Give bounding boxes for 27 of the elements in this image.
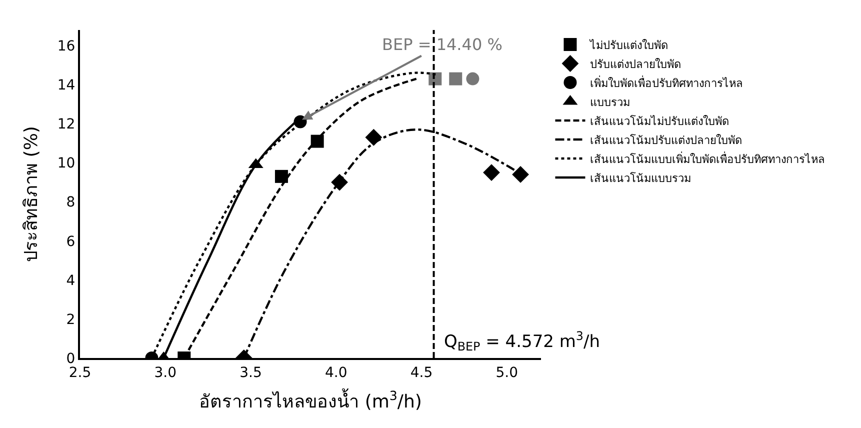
x-tick-label: 5.0 (496, 364, 518, 381)
legend-label: ไม่ปรับแต่งใบพัด (589, 38, 668, 52)
x-tick-label: 4.5 (410, 364, 433, 381)
ref-line-label: Q$_{BEP}$ = 4.572 m$^{3}$/h (444, 329, 600, 354)
legend-label: เส้นแนวโน้มไม่ปรับแต่งใบพัด (590, 114, 730, 128)
legend-label: ปรับแต่งปลายใบพัด (590, 58, 682, 71)
y-tick-label: 10 (57, 156, 76, 172)
y-tick-label: 4 (66, 272, 76, 289)
legend-label: แบบรวม (590, 96, 630, 109)
y-tick-label: 16 (57, 38, 76, 55)
legend-label: เส้นแนวโน้มแบบรวม (590, 170, 692, 185)
annotation: BEP = 14.40 % (382, 35, 502, 54)
legend-label: เส้นแนวโน้มปรับแต่งปลายใบพัด (590, 132, 742, 147)
legend-label: เส้นแนวโน้มแบบเพิ่มใบพัดเพื่อปรับทิศทางการไหล (590, 150, 826, 166)
y-tick-label: 12 (57, 116, 76, 133)
x-axis-title: อัตราการไหลของน้ำ (m$^{3}$/h) (199, 388, 422, 412)
x-tick-label: 4.0 (324, 364, 348, 381)
legend-label: เพิ่มใบพัดเพื่อปรับทิศทางการไหล (590, 74, 744, 90)
x-tick-label: 2.5 (68, 364, 92, 381)
y-tick-label: 8 (66, 194, 76, 211)
x-tick-label: 3.5 (240, 364, 262, 381)
y-axis-title: ประสิทธิภาพ (%) (21, 126, 42, 262)
y-tick-label: 14 (57, 78, 76, 94)
y-tick-label: 0 (66, 350, 76, 367)
x-tick-label: 3.0 (154, 364, 177, 381)
y-tick-label: 6 (66, 234, 76, 250)
y-tick-label: 2 (66, 312, 76, 328)
